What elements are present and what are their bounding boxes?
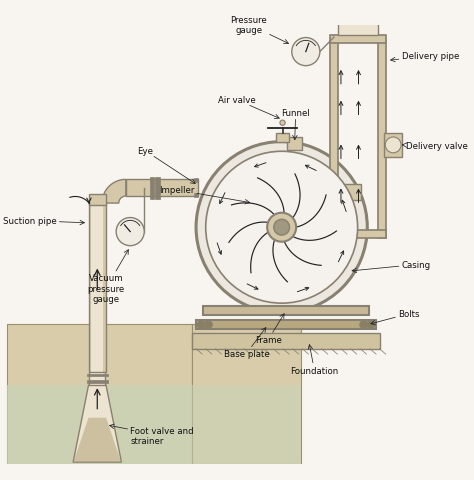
Text: Vacuum
pressure
gauge: Vacuum pressure gauge — [87, 250, 128, 303]
Circle shape — [267, 213, 296, 242]
Text: Bolts: Bolts — [371, 310, 419, 325]
Text: Foundation: Foundation — [290, 345, 338, 375]
Circle shape — [274, 220, 290, 236]
Bar — [7, 385, 191, 464]
Bar — [90, 372, 105, 385]
Bar — [191, 324, 301, 464]
Bar — [126, 180, 198, 197]
Circle shape — [116, 218, 144, 246]
Bar — [330, 42, 338, 239]
Bar — [87, 381, 108, 383]
Bar — [287, 138, 302, 150]
Bar — [384, 133, 402, 157]
Text: Base plate: Base plate — [224, 328, 269, 358]
Bar — [330, 36, 386, 44]
Text: Pressure
gauge: Pressure gauge — [230, 16, 289, 45]
Text: Frame: Frame — [255, 314, 284, 344]
Polygon shape — [73, 418, 121, 462]
Bar — [196, 321, 376, 329]
Bar — [91, 204, 103, 372]
Bar — [330, 231, 386, 239]
Circle shape — [360, 321, 368, 329]
Text: Foot valve and
strainer: Foot valve and strainer — [109, 424, 194, 445]
Circle shape — [292, 38, 320, 67]
Text: Eye: Eye — [137, 146, 195, 184]
Bar — [191, 334, 381, 349]
Text: Air valve: Air valve — [218, 96, 279, 119]
Bar — [191, 385, 301, 464]
Bar — [337, 184, 361, 201]
Bar — [87, 374, 108, 377]
Text: Casing: Casing — [352, 261, 431, 273]
Bar — [203, 307, 369, 315]
Circle shape — [197, 321, 205, 329]
Bar — [7, 324, 191, 464]
Circle shape — [204, 321, 212, 329]
Text: Funnel: Funnel — [282, 108, 310, 141]
Bar — [89, 204, 106, 372]
Polygon shape — [73, 385, 121, 462]
Circle shape — [367, 321, 375, 329]
Bar — [338, 0, 378, 36]
Bar — [194, 193, 198, 198]
Text: Delivery valve: Delivery valve — [402, 142, 468, 151]
Bar — [150, 177, 155, 199]
Text: Suction pipe: Suction pipe — [3, 216, 84, 226]
Bar — [194, 179, 198, 183]
Text: Impeller: Impeller — [159, 186, 249, 204]
Circle shape — [385, 138, 401, 154]
Text: Delivery pipe: Delivery pipe — [391, 52, 459, 63]
Bar — [155, 177, 160, 199]
Bar — [378, 42, 386, 239]
Polygon shape — [102, 180, 126, 204]
Bar — [89, 195, 106, 206]
Circle shape — [206, 152, 357, 303]
Bar — [276, 133, 289, 143]
Circle shape — [280, 121, 285, 126]
Circle shape — [196, 142, 367, 313]
